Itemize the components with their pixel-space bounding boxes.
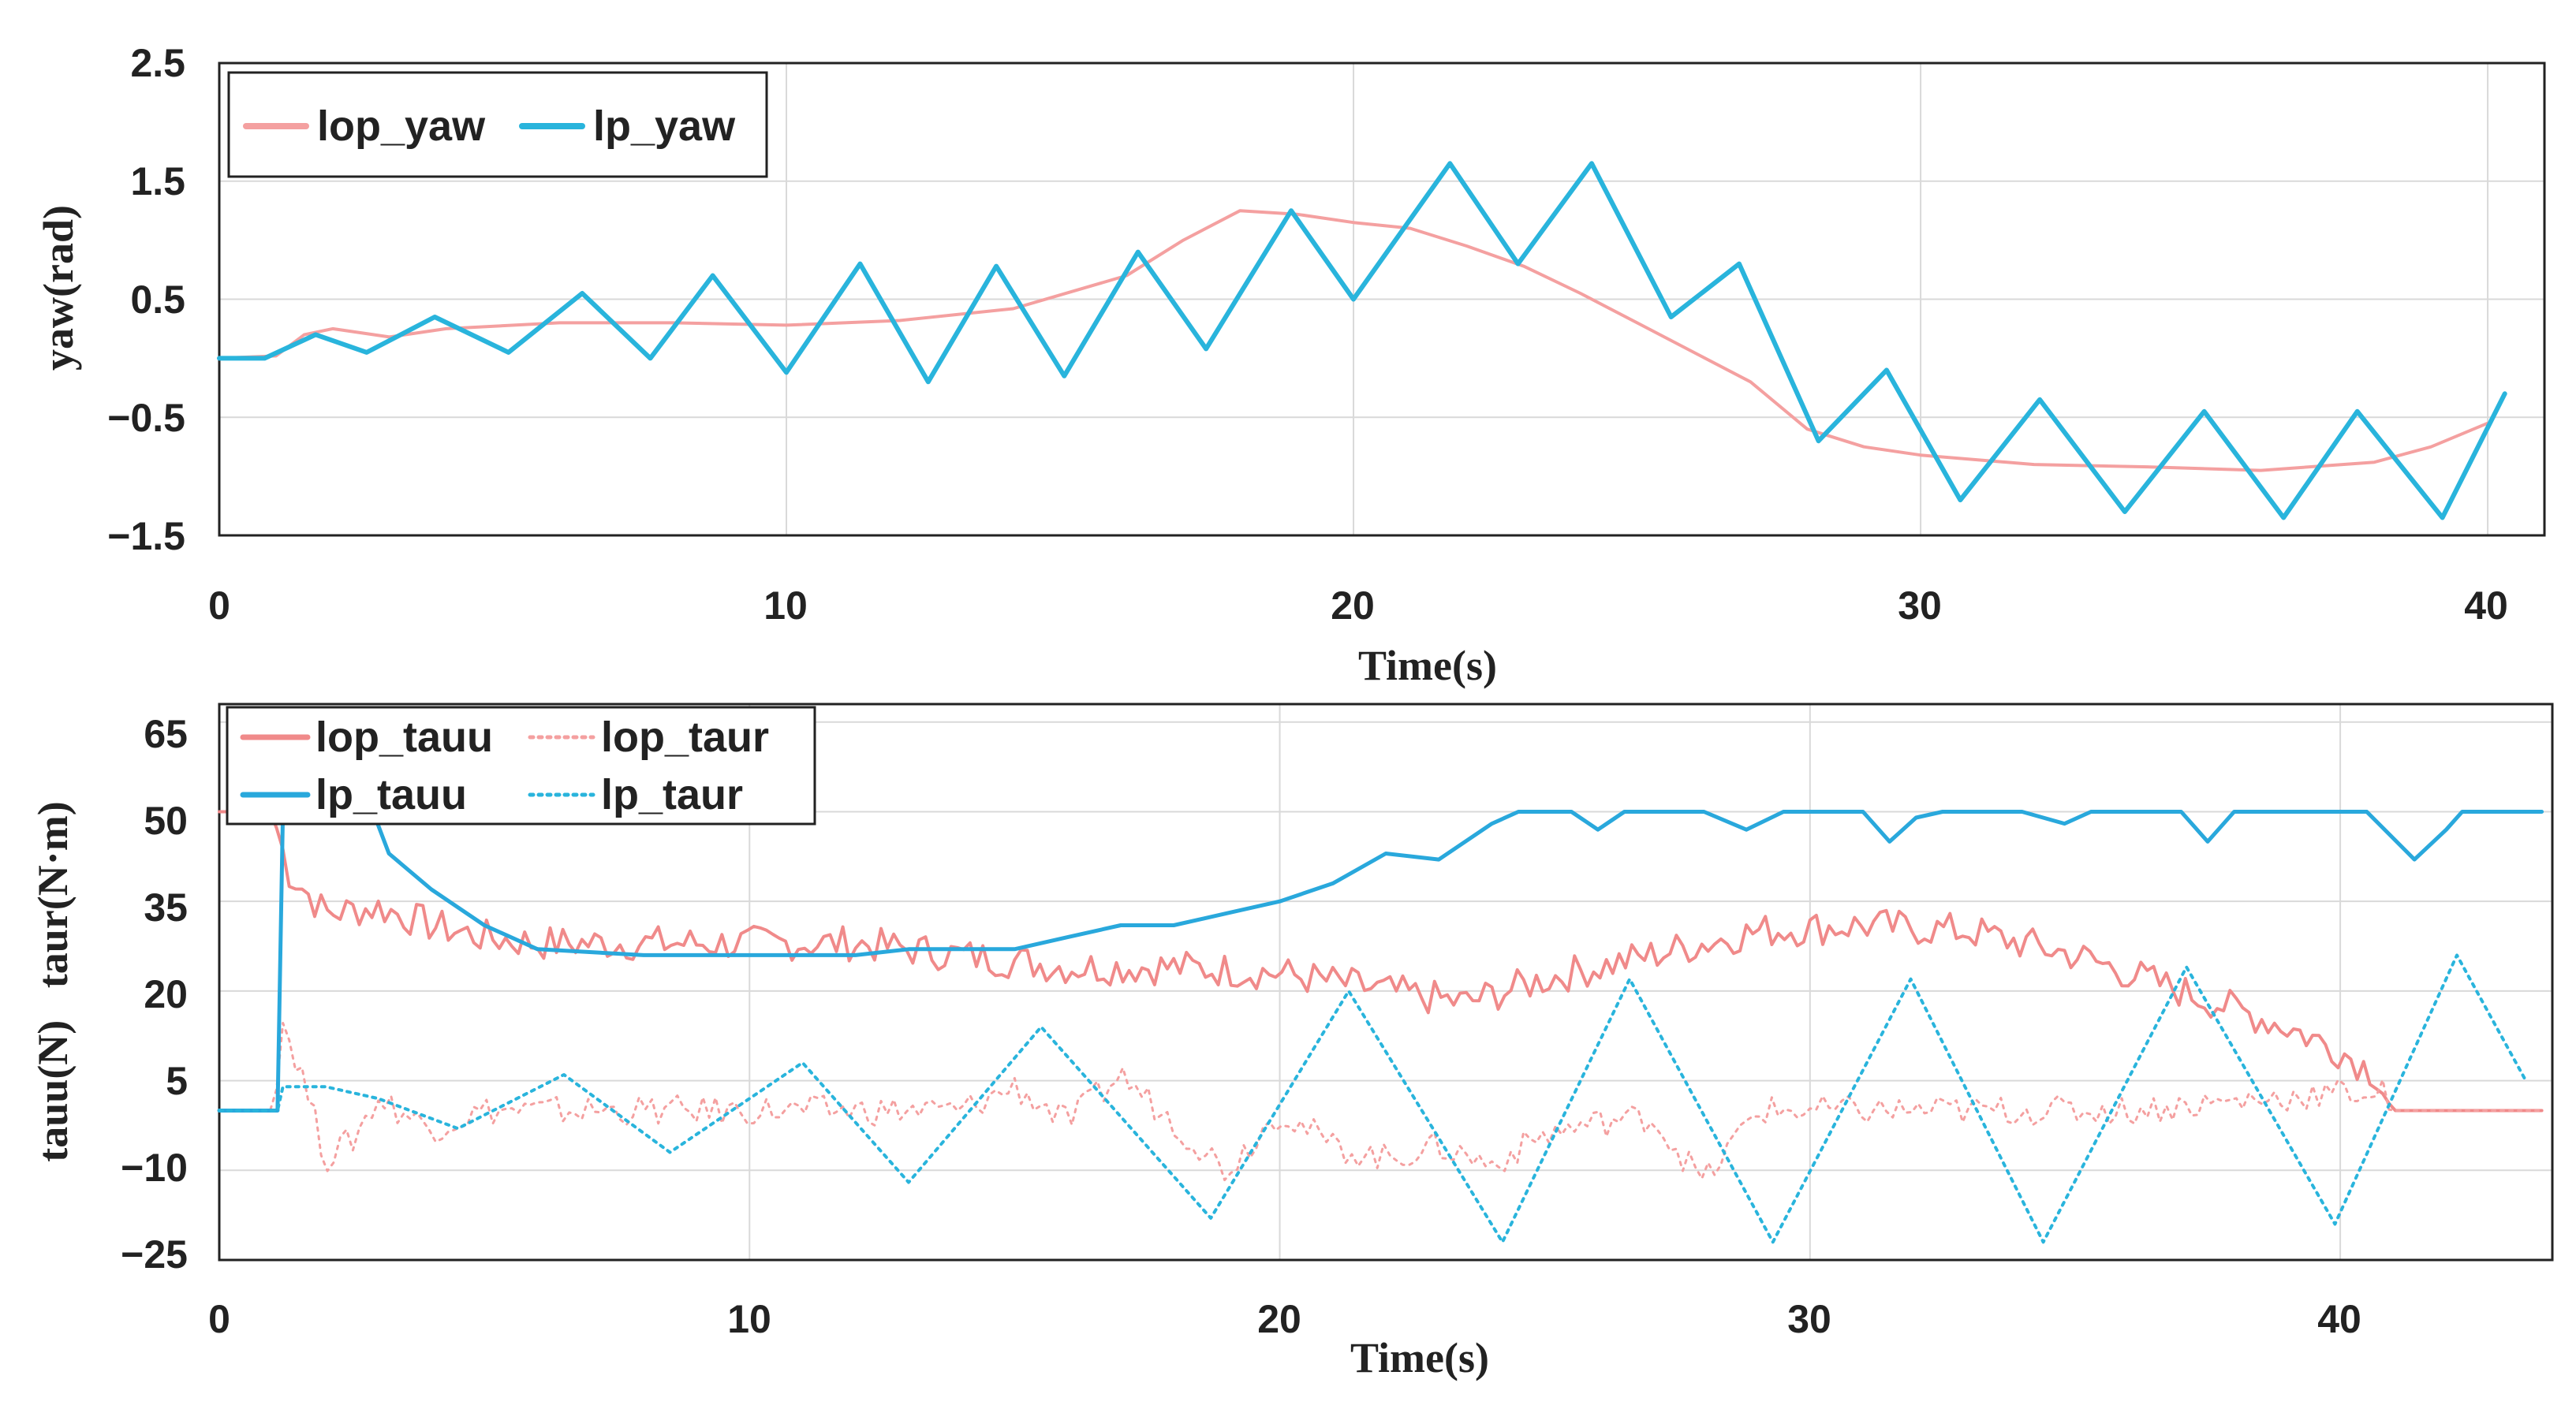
x-tick-label: 0	[208, 1297, 230, 1341]
legend-box	[226, 706, 816, 826]
chart-torque-y-axis: 65 50 35 20 5 −10 −25	[121, 712, 188, 1277]
y-tick-label: −10	[121, 1146, 188, 1190]
x-tick-label: 40	[2317, 1297, 2361, 1341]
chart-torque-plot-frame	[218, 703, 2554, 1262]
chart-yaw: 2.5 1.5 0.5 −0.5 −1.5 0 10 20 30 40 Time…	[35, 41, 2546, 689]
x-tick-label: 40	[2464, 583, 2508, 628]
chart-yaw-y-axis: 2.5 1.5 0.5 −0.5 −1.5	[107, 41, 185, 558]
chart-torque: 65 50 35 20 5 −10 −25 0 10 20 30 40 Time…	[29, 703, 2554, 1381]
chart-yaw-legend: lop_yaw lp_yaw	[227, 71, 768, 178]
y-tick-label: −1.5	[107, 514, 185, 558]
y-tick-label: 1.5	[130, 159, 185, 203]
legend-label: lp_taur	[601, 771, 743, 818]
chart-yaw-plot-frame	[218, 62, 2546, 537]
chart-torque-x-axis-title: Time(s)	[1350, 1334, 1489, 1381]
legend-label: lp_yaw	[593, 103, 736, 150]
y-tick-label: 65	[144, 712, 188, 756]
chart-torque-series-group	[217, 810, 2544, 1244]
legend-label: lop_taur	[601, 714, 769, 761]
x-tick-label: 10	[727, 1297, 771, 1341]
chart-torque-legend: lop_tauu lop_taur lp_tauu lp_taur	[226, 706, 816, 826]
legend-box	[227, 71, 768, 178]
chart-yaw-y-axis-title: yaw(rad)	[35, 205, 82, 371]
series-line-lp-tauu	[217, 810, 2544, 1113]
y-tick-label: −25	[121, 1232, 188, 1277]
chart-yaw-x-axis: 0 10 20 30 40	[208, 583, 2508, 628]
y-tick-label: −0.5	[107, 396, 185, 440]
x-tick-label: 20	[1257, 1297, 1301, 1341]
legend-label: lop_tauu	[315, 714, 493, 761]
x-tick-label: 30	[1898, 583, 1942, 628]
legend-label: lop_yaw	[317, 103, 486, 150]
chart-yaw-series-group	[217, 161, 2507, 520]
y-tick-label: 35	[144, 885, 188, 930]
chart-yaw-x-axis-title: Time(s)	[1358, 642, 1497, 689]
x-tick-label: 10	[763, 583, 808, 628]
series-line-lp-yaw	[217, 161, 2507, 520]
x-tick-label: 20	[1331, 583, 1375, 628]
y-tick-label: 50	[144, 799, 188, 843]
chart-torque-y-axis-title: tauu(N) taur(N·m)	[29, 801, 77, 1161]
x-tick-label: 30	[1787, 1297, 1831, 1341]
series-line-lop-taur	[218, 1022, 2544, 1182]
y-tick-label: 5	[166, 1059, 188, 1103]
x-tick-label: 0	[208, 583, 230, 628]
chart-torque-x-axis: 0 10 20 30 40	[208, 1297, 2361, 1341]
legend-label: lp_tauu	[315, 771, 467, 818]
series-line-lop-yaw	[218, 209, 2490, 472]
y-tick-label: 20	[144, 972, 188, 1016]
y-tick-label: 2.5	[130, 41, 185, 85]
y-tick-label: 0.5	[130, 278, 185, 322]
series-line-lp-taur	[218, 953, 2528, 1244]
